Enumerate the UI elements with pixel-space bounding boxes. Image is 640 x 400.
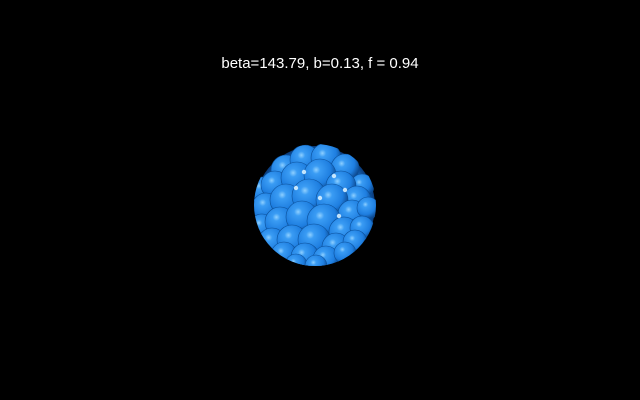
simulation-parameters-label: beta=143.79, b=0.13, f = 0.94 [221, 55, 419, 72]
cluster-sphere [333, 241, 357, 265]
sphere-highlight [317, 195, 323, 201]
sphere-highlight [336, 213, 342, 219]
cluster-spheres [254, 144, 376, 266]
cluster-sphere [304, 254, 328, 266]
sphere-highlight [331, 173, 337, 179]
sphere-highlight [301, 169, 307, 175]
cluster-sphere [284, 253, 308, 266]
sphere-highlight [342, 187, 348, 193]
sphere-highlight [293, 185, 299, 191]
cluster-sphere [356, 196, 376, 220]
